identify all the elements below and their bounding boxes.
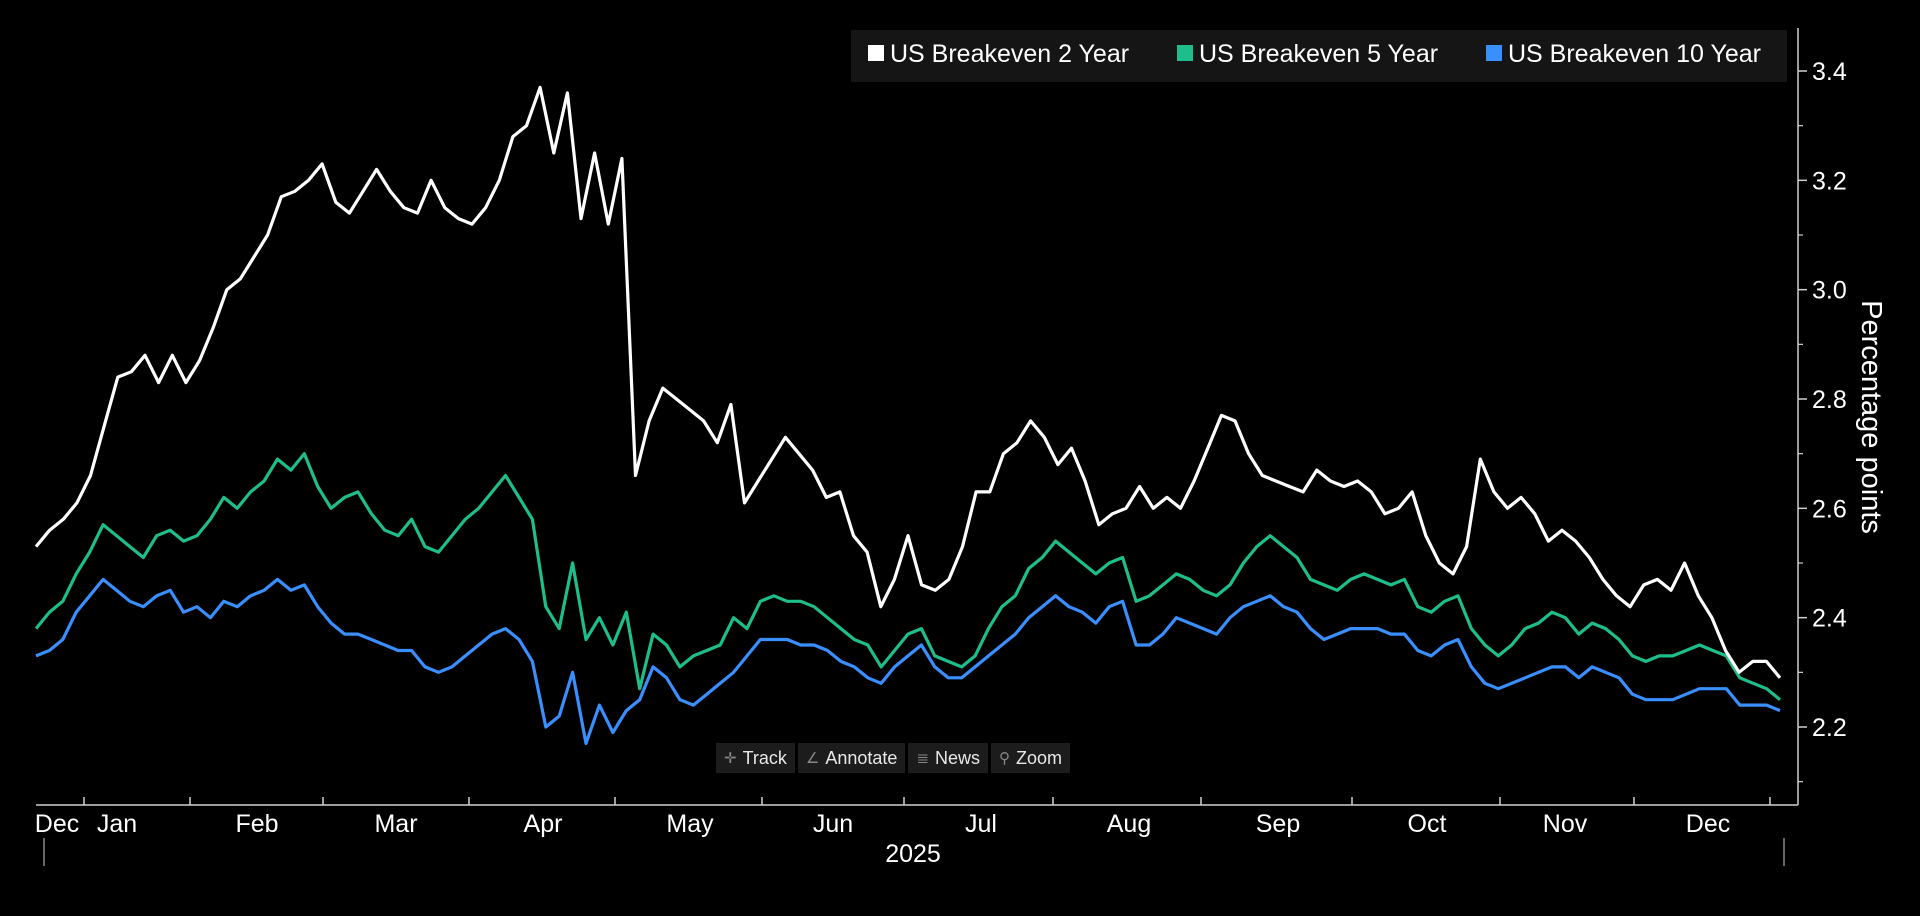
x-tick-label: Apr: [524, 810, 563, 838]
y-tick-label: 2.4: [1812, 605, 1847, 633]
legend-label-5y[interactable]: US Breakeven 5 Year: [1199, 40, 1438, 68]
x-tick-label: Sep: [1256, 810, 1300, 838]
y-tick-label: 3.2: [1812, 167, 1847, 195]
legend-swatch-2y: [868, 45, 884, 61]
legend: US Breakeven 2 Year US Breakeven 5 Year …: [851, 30, 1787, 82]
y-tick-label: 2.6: [1812, 495, 1847, 523]
zoom-button[interactable]: ⚲ Zoom: [991, 743, 1071, 773]
y-axis-ticks: 3.4 3.2 3.0 2.8 2.6 2.4 2.2: [1798, 58, 1847, 783]
annotate-button[interactable]: ∠ Annotate: [797, 743, 906, 773]
y-tick-label: 2.2: [1812, 714, 1847, 742]
chart-toolbar: ✛ Track ∠ Annotate ≣ News ⚲ Zoom: [716, 743, 1071, 773]
news-label: News: [935, 747, 981, 768]
magnifier-icon: ⚲: [999, 750, 1011, 767]
legend-swatch-5y: [1177, 45, 1193, 61]
legend-background: [851, 30, 1787, 82]
y-axis-label: Percentage points: [1855, 300, 1887, 534]
news-icon: ≣: [916, 750, 930, 767]
x-tick-label: Nov: [1543, 810, 1588, 838]
y-tick-label: 2.8: [1812, 386, 1847, 414]
x-tick-label: Feb: [235, 810, 278, 838]
x-tick-label: May: [666, 810, 714, 838]
pencil-icon: ∠: [805, 750, 820, 767]
series-layer: [34, 85, 1782, 746]
x-tick-label: Mar: [374, 810, 417, 838]
x-tick-label: Dec: [1686, 810, 1730, 838]
y-tick-label: 3.4: [1812, 58, 1847, 86]
annotate-label: Annotate: [825, 747, 898, 768]
x-tick-label: Jun: [813, 810, 853, 838]
x-axis-year-label: 2025: [885, 840, 941, 868]
zoom-label: Zoom: [1016, 747, 1063, 768]
x-axis-ticks: Dec Jan Feb Mar Apr May Jun Jul Aug Sep Oct Nov Dec: [35, 797, 1771, 838]
series-line-10y: [35, 577, 1781, 746]
x-tick-label: Oct: [1408, 810, 1447, 838]
series-line-5y: [34, 452, 1782, 701]
y-tick-label: 3.0: [1812, 277, 1847, 305]
legend-label-10y[interactable]: US Breakeven 10 Year: [1508, 40, 1761, 68]
legend-label-2y[interactable]: US Breakeven 2 Year: [890, 40, 1129, 68]
x-tick-label: Jan: [97, 810, 137, 838]
news-button[interactable]: ≣ News: [908, 743, 989, 773]
x-tick-label: Jul: [965, 810, 997, 838]
x-tick-label: Dec: [35, 810, 79, 838]
series-line-2y: [34, 85, 1782, 679]
track-label: Track: [742, 747, 787, 768]
track-button[interactable]: ✛ Track: [716, 743, 795, 773]
x-tick-label: Aug: [1107, 810, 1151, 838]
crosshair-icon: ✛: [724, 750, 737, 767]
legend-swatch-10y: [1486, 45, 1502, 61]
